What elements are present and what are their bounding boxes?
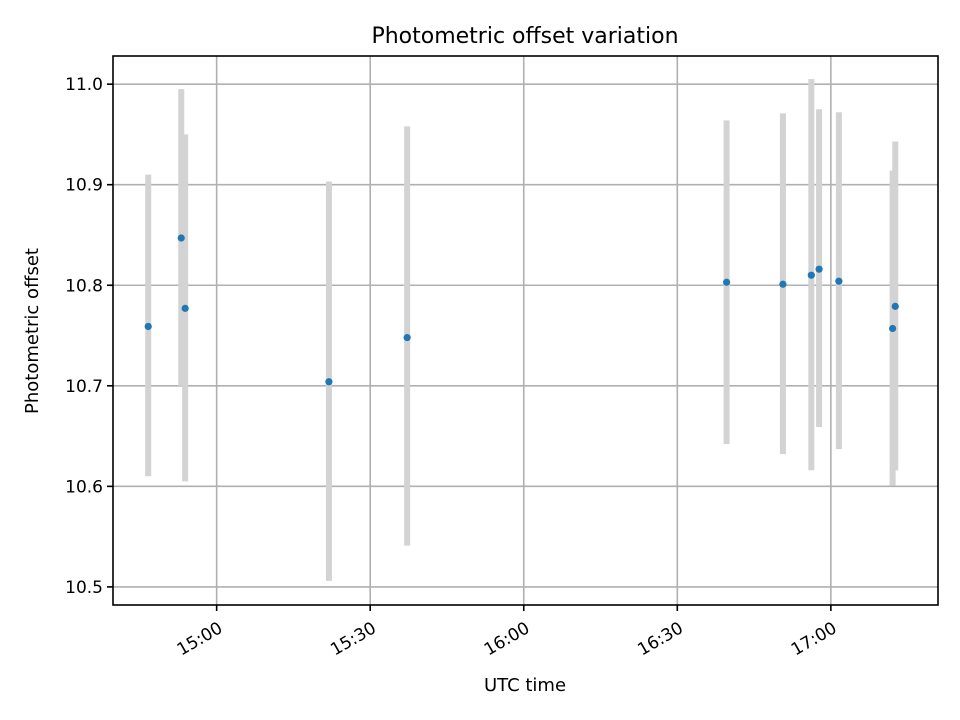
chart-title: Photometric offset variation bbox=[371, 24, 678, 49]
y-tick-label: 10.9 bbox=[65, 176, 103, 196]
y-tick-label: 11.0 bbox=[65, 75, 103, 95]
point-layer bbox=[144, 234, 899, 386]
y-tick-label: 10.5 bbox=[65, 578, 103, 598]
y-tick-label: 10.7 bbox=[65, 377, 103, 397]
x-tick-label: 15:30 bbox=[327, 618, 379, 660]
data-point bbox=[181, 304, 189, 312]
x-axis-label: UTC time bbox=[484, 675, 566, 696]
data-point bbox=[835, 277, 843, 285]
data-point bbox=[723, 278, 731, 286]
y-tick-label: 10.6 bbox=[65, 477, 103, 497]
data-point bbox=[325, 378, 333, 386]
data-point bbox=[403, 333, 411, 342]
data-point bbox=[779, 280, 787, 288]
x-tick-label: 16:30 bbox=[634, 618, 686, 660]
data-point bbox=[177, 234, 185, 242]
y-axis-label: Photometric offset bbox=[22, 248, 43, 414]
data-point bbox=[889, 324, 897, 333]
data-point bbox=[815, 265, 823, 273]
data-point bbox=[807, 271, 815, 279]
x-tick-label: 17:00 bbox=[788, 618, 840, 660]
plot-frame bbox=[112, 55, 939, 606]
grid-layer bbox=[113, 56, 938, 605]
data-point bbox=[144, 322, 152, 331]
y-tick-label: 10.8 bbox=[65, 276, 103, 296]
data-point bbox=[891, 302, 899, 310]
x-tick-label: 16:00 bbox=[481, 618, 533, 660]
errorbar-layer bbox=[145, 79, 899, 581]
x-tick-label: 15:00 bbox=[174, 618, 226, 660]
